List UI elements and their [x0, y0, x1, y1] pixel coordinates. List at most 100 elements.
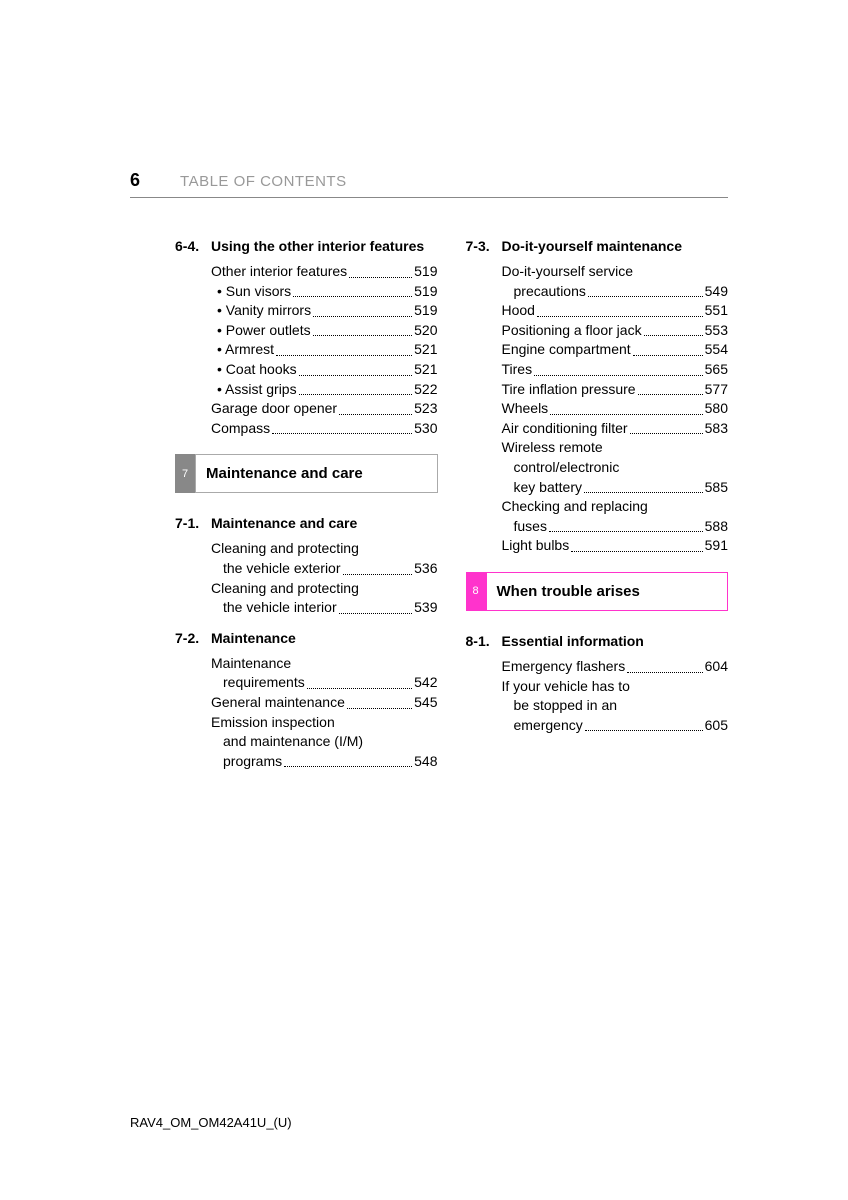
- toc-entry: Engine compartment 554: [502, 340, 729, 360]
- entry-text: fuses: [514, 517, 547, 537]
- leader-dots: [347, 707, 412, 709]
- toc-entry: Compass530: [211, 419, 438, 439]
- toc-entry: • Power outlets520: [217, 321, 438, 341]
- entry-page: 539: [414, 598, 437, 618]
- leader-dots: [284, 765, 412, 767]
- section-8-1-heading: 8-1. Essential information: [466, 633, 729, 649]
- chapter-title: Maintenance and care: [195, 454, 438, 493]
- entry-page: 577: [705, 380, 728, 400]
- entry-text: • Assist grips: [217, 380, 297, 400]
- toc-entry: Positioning a floor jack553: [502, 321, 729, 341]
- section-title: Using the other interior features: [211, 238, 438, 254]
- entry-text: and maintenance (I/M): [211, 732, 438, 752]
- toc-entry: Tire inflation pressure 577: [502, 380, 729, 400]
- right-column: 7-3. Do-it-yourself maintenance Do-it-yo…: [466, 238, 729, 771]
- leader-dots: [276, 354, 412, 356]
- entry-page: 521: [414, 340, 437, 360]
- entry-page: 530: [414, 419, 437, 439]
- section-7-2-heading: 7-2. Maintenance: [175, 630, 438, 646]
- entry-text: • Sun visors: [217, 282, 291, 302]
- page-number: 6: [130, 170, 140, 191]
- toc-entry: Tires565: [502, 360, 729, 380]
- toc-entry: • Coat hooks 521: [217, 360, 438, 380]
- entry-text: Wireless remote: [502, 438, 729, 458]
- footer-text: RAV4_OM_OM42A41U_(U): [130, 1115, 292, 1130]
- leader-dots: [299, 393, 413, 395]
- leader-dots: [585, 729, 703, 731]
- leader-dots: [339, 413, 412, 415]
- entry-page: 519: [414, 282, 437, 302]
- entry-page: 536: [414, 559, 437, 579]
- toc-entry: Other interior features519: [211, 262, 438, 282]
- section-6-4-entries: Other interior features519• Sun visors 51…: [175, 262, 438, 438]
- toc-entry: Hood551: [502, 301, 729, 321]
- section-7-3-heading: 7-3. Do-it-yourself maintenance: [466, 238, 729, 254]
- leader-dots: [272, 432, 412, 434]
- entry-text: Tire inflation pressure: [502, 380, 636, 400]
- leader-dots: [638, 393, 703, 395]
- toc-entry: Emergency flashers 604: [502, 657, 729, 677]
- section-number: 8-1.: [466, 633, 502, 649]
- entry-text: key battery: [514, 478, 582, 498]
- entry-text: Garage door opener: [211, 399, 337, 419]
- entry-text: programs: [223, 752, 282, 772]
- entry-page: 585: [705, 478, 728, 498]
- entry-page: 542: [414, 673, 437, 693]
- section-title: Essential information: [502, 633, 729, 649]
- chapter-8-box: 8 When trouble arises: [466, 572, 729, 611]
- leader-dots: [644, 334, 703, 336]
- toc-entry: Maintenance requirements 542: [211, 654, 438, 693]
- entry-text: Engine compartment: [502, 340, 631, 360]
- chapter-7-box: 7 Maintenance and care: [175, 454, 438, 493]
- entry-text: Emission inspection: [211, 713, 438, 733]
- toc-entry: Do-it-yourself service precautions 549: [502, 262, 729, 301]
- entry-text: • Armrest: [217, 340, 274, 360]
- entry-text: control/electronic: [502, 458, 729, 478]
- toc-entry: Wireless remote control/electronic key b…: [502, 438, 729, 497]
- toc-entry: Garage door opener 523: [211, 399, 438, 419]
- entry-page: 523: [414, 399, 437, 419]
- toc-entry: • Vanity mirrors519: [217, 301, 438, 321]
- leader-dots: [534, 374, 703, 376]
- leader-dots: [627, 671, 702, 673]
- entry-text: Maintenance: [211, 654, 438, 674]
- leader-dots: [630, 432, 703, 434]
- leader-dots: [313, 334, 413, 336]
- section-title: Maintenance and care: [211, 515, 438, 531]
- entry-text: • Coat hooks: [217, 360, 297, 380]
- toc-entry: Checking and replacing fuses 588: [502, 497, 729, 536]
- toc-entry: If your vehicle has to be stopped in an …: [502, 677, 729, 736]
- entry-text: be stopped in an: [502, 696, 729, 716]
- entry-text: Air conditioning filter: [502, 419, 628, 439]
- entry-text: • Vanity mirrors: [217, 301, 311, 321]
- entry-text: General maintenance: [211, 693, 345, 713]
- toc-entry: Wheels580: [502, 399, 729, 419]
- entry-page: 554: [705, 340, 728, 360]
- entry-text: Checking and replacing: [502, 497, 729, 517]
- leader-dots: [293, 295, 412, 297]
- entry-text: Emergency flashers: [502, 657, 626, 677]
- entry-text: If your vehicle has to: [502, 677, 729, 697]
- entry-text: Cleaning and protecting: [211, 579, 438, 599]
- leader-dots: [313, 315, 412, 317]
- leader-dots: [549, 530, 703, 532]
- toc-entry: Air conditioning filter583: [502, 419, 729, 439]
- entry-page: 549: [705, 282, 728, 302]
- toc-entry: Cleaning and protecting the vehicle exte…: [211, 539, 438, 578]
- toc-entry: Emission inspection and maintenance (I/M…: [211, 713, 438, 772]
- toc-entry: • Armrest 521: [217, 340, 438, 360]
- section-number: 7-2.: [175, 630, 211, 646]
- entry-page: 521: [414, 360, 437, 380]
- entry-page: 553: [705, 321, 728, 341]
- entry-text: Tires: [502, 360, 533, 380]
- section-7-1-heading: 7-1. Maintenance and care: [175, 515, 438, 531]
- entry-page: 551: [705, 301, 728, 321]
- entry-text: Light bulbs: [502, 536, 570, 556]
- leader-dots: [307, 687, 412, 689]
- toc-entry: • Assist grips522: [217, 380, 438, 400]
- leader-dots: [588, 295, 703, 297]
- leader-dots: [339, 612, 413, 614]
- entry-page: 588: [705, 517, 728, 537]
- section-6-4-heading: 6-4. Using the other interior features: [175, 238, 438, 254]
- leader-dots: [299, 374, 413, 376]
